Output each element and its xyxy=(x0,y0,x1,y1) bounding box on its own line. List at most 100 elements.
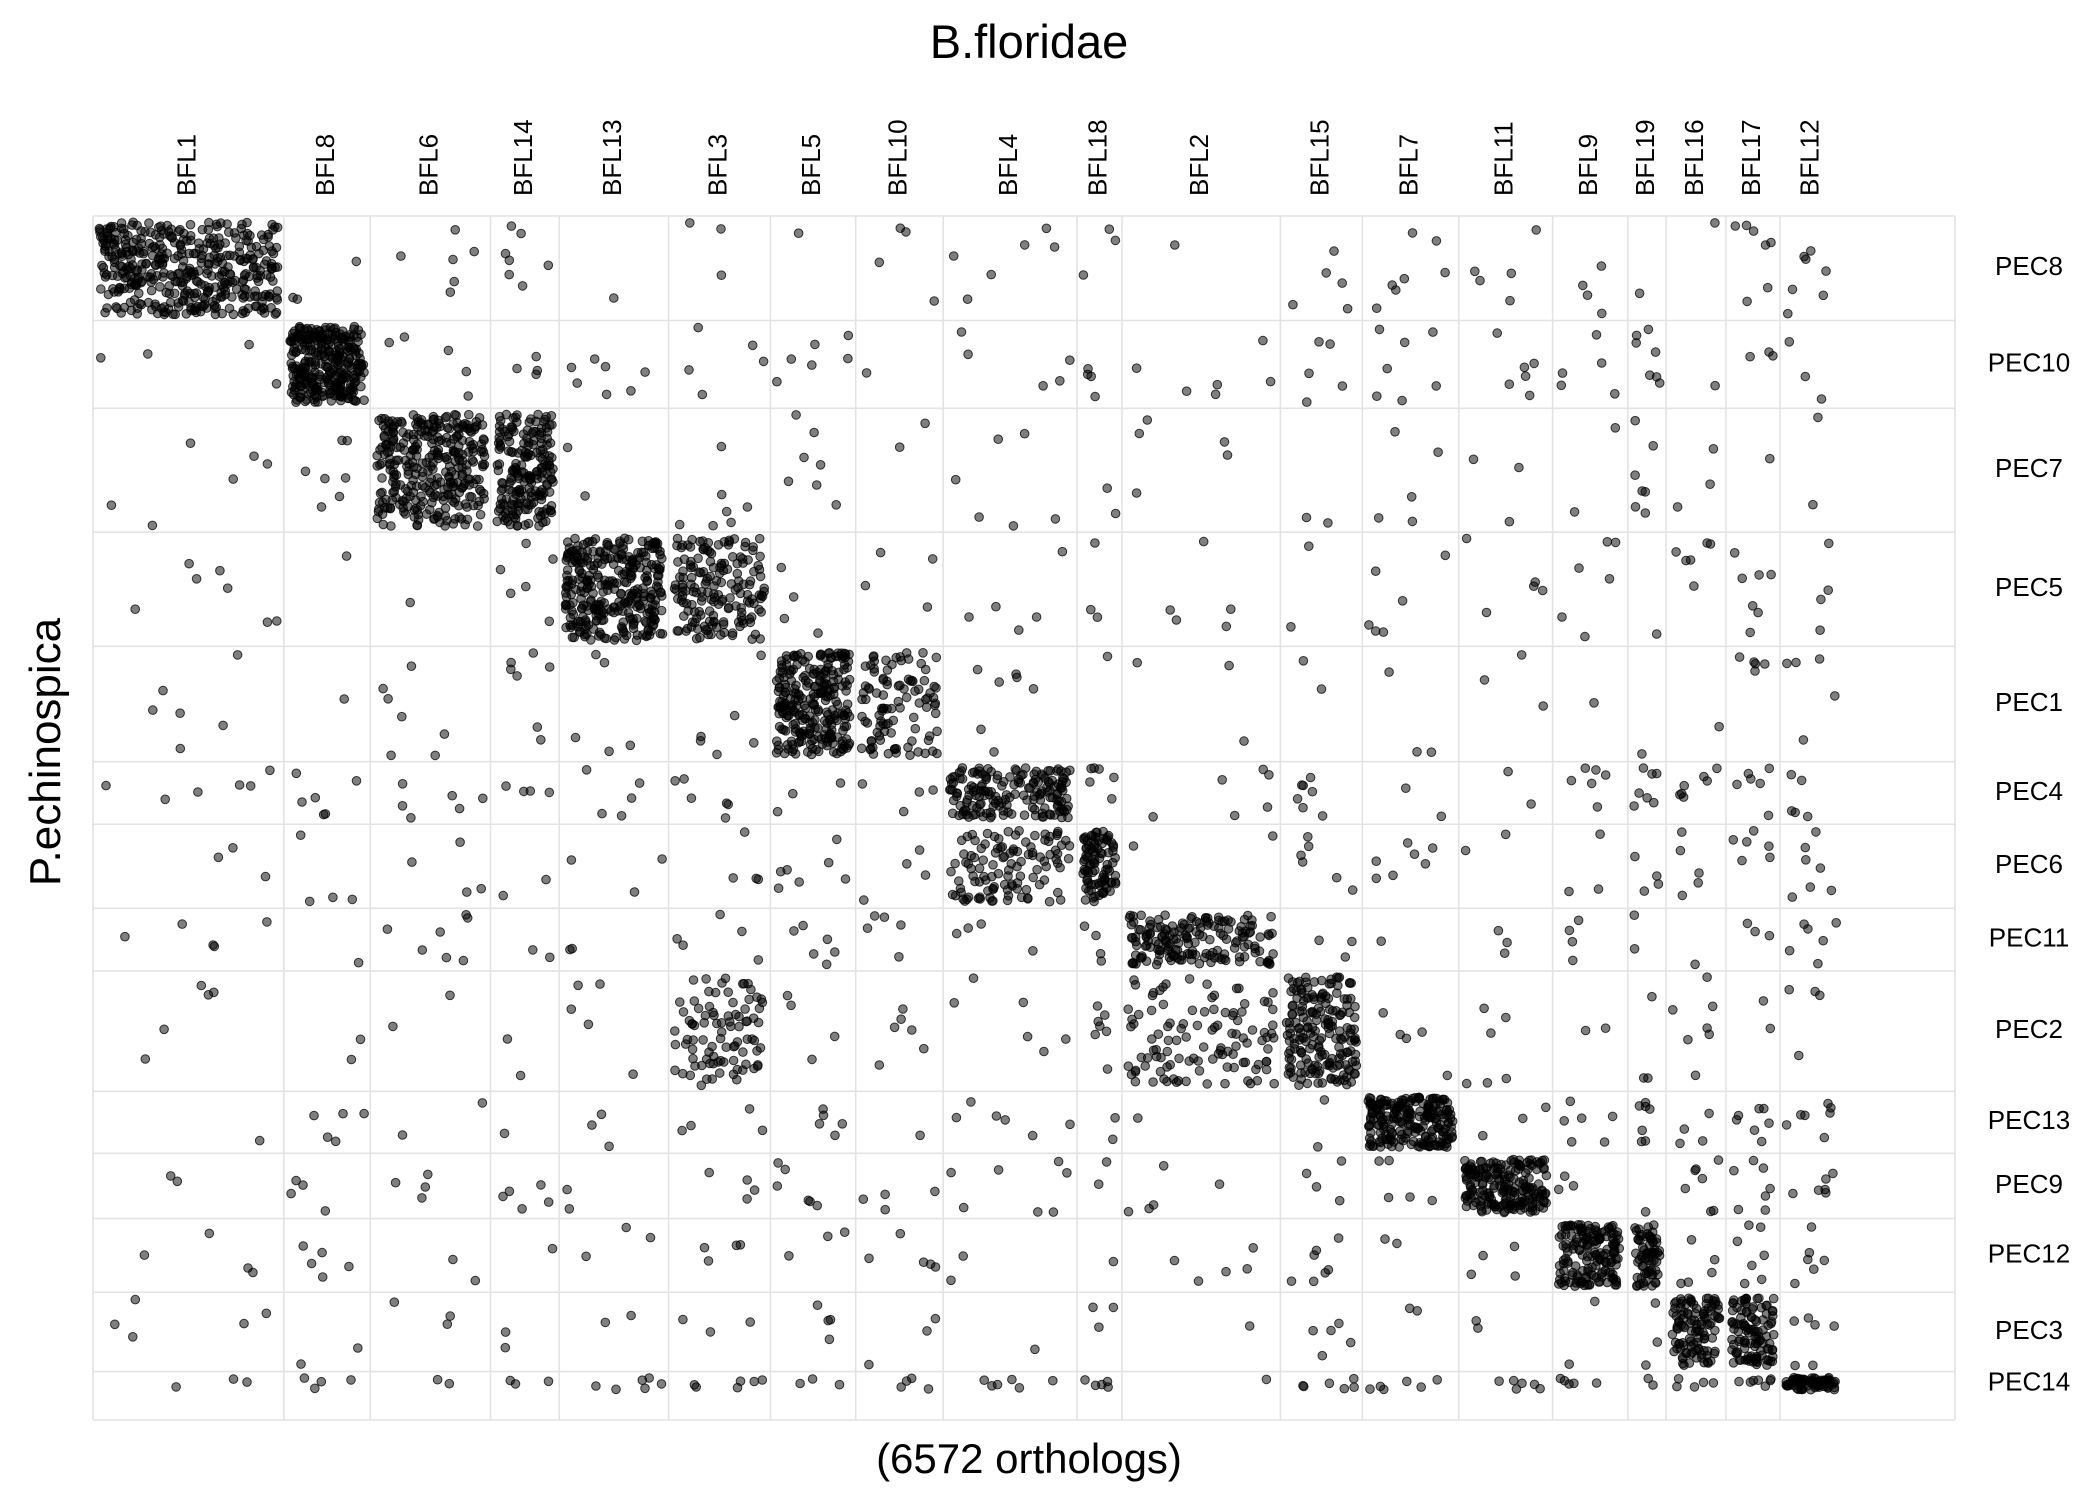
point-pec14-bfl4 xyxy=(1007,1374,1017,1385)
point-pec12-bfl9 xyxy=(1613,1234,1624,1244)
point-pec1-bfl5 xyxy=(824,730,835,740)
point-pec1-bfl10 xyxy=(895,652,906,662)
point-pec8-bfl1 xyxy=(129,279,140,290)
point-pec8-bfl7 xyxy=(1371,303,1382,314)
point-pec1-bfl19 xyxy=(1637,749,1647,759)
point-pec9-bfl18 xyxy=(1101,1157,1112,1167)
point-pec8-bfl3 xyxy=(685,218,695,228)
point-pec7-bfl14 xyxy=(497,478,507,488)
point-pec9-bfl11 xyxy=(1482,1188,1493,1198)
point-pec14-bfl7 xyxy=(1416,1382,1426,1392)
point-pec10-bfl12 xyxy=(1784,337,1795,347)
point-pec2-bfl3 xyxy=(716,1018,727,1028)
point-pec6-bfl3 xyxy=(739,827,750,837)
point-pec11-bfl2 xyxy=(1126,919,1137,930)
point-pec5-bfl9 xyxy=(1604,574,1615,584)
point-pec6-bfl17 xyxy=(1764,841,1774,852)
point-pec14-bfl16 xyxy=(1689,1382,1700,1392)
point-pec5-bfl4 xyxy=(991,601,1001,612)
point-pec1-bfl10 xyxy=(932,748,942,759)
point-pec5-bfl13 xyxy=(561,555,572,566)
point-pec1-bfl2 xyxy=(1132,657,1142,668)
point-pec5-bfl11 xyxy=(1461,533,1472,544)
point-pec2-bfl17 xyxy=(1758,996,1769,1006)
point-pec7-bfl15 xyxy=(1301,512,1312,523)
point-pec3-bfl16 xyxy=(1710,1346,1720,1357)
point-pec5-bfl2 xyxy=(1165,605,1175,615)
point-pec5-bfl13 xyxy=(562,583,572,593)
point-pec9-bfl16 xyxy=(1713,1155,1724,1165)
point-pec11-bfl4 xyxy=(963,923,974,933)
point-pec5-bfl3 xyxy=(723,540,734,550)
point-pec1-bfl13 xyxy=(591,649,601,660)
point-pec10-bfl8 xyxy=(338,351,348,361)
point-pec1-bfl10 xyxy=(891,748,902,758)
point-pec11-bfl2 xyxy=(1164,952,1175,963)
point-pec6-bfl16 xyxy=(1693,878,1703,888)
point-pec10-bfl5 xyxy=(843,330,854,341)
point-pec2-bfl3 xyxy=(728,1069,739,1080)
point-pec1-bfl17 xyxy=(1734,652,1745,662)
point-pec4-bfl18 xyxy=(1109,772,1119,783)
point-pec10-bfl11 xyxy=(1520,371,1531,382)
point-pec2-bfl3 xyxy=(740,1004,750,1014)
point-pec1-bfl1 xyxy=(175,708,185,719)
point-pec2-bfl2 xyxy=(1198,1042,1209,1052)
point-pec11-bfl5 xyxy=(808,949,819,959)
point-pec5-bfl3 xyxy=(748,542,759,552)
point-pec10-bfl8 xyxy=(314,326,325,336)
point-pec5-bfl4 xyxy=(964,612,974,622)
point-pec7-bfl4 xyxy=(1008,521,1019,531)
point-pec5-bfl8 xyxy=(341,551,352,561)
point-pec8-bfl1 xyxy=(204,286,214,296)
point-pec2-bfl2 xyxy=(1268,1004,1278,1015)
point-pec12-bfl2 xyxy=(1248,1243,1258,1253)
point-pec11-bfl2 xyxy=(1239,942,1250,952)
point-pec4-bfl4 xyxy=(1053,800,1063,810)
point-pec9-bfl11 xyxy=(1462,1191,1472,1202)
point-pec10-bfl8 xyxy=(331,382,341,393)
point-pec1-bfl6 xyxy=(439,729,450,739)
point-pec4-bfl4 xyxy=(963,784,974,795)
point-pec12-bfl17 xyxy=(1744,1220,1754,1230)
point-pec6-bfl5 xyxy=(823,857,834,868)
point-pec14-bfl10 xyxy=(923,1384,934,1394)
point-pec11-bfl16 xyxy=(1690,959,1700,970)
point-pec8-bfl4 xyxy=(986,269,997,280)
point-pec7-bfl6 xyxy=(457,483,467,493)
point-pec6-bfl11 xyxy=(1500,829,1511,840)
point-pec10-bfl7 xyxy=(1397,395,1407,406)
point-pec11-bfl2 xyxy=(1182,931,1192,942)
point-pec5-bfl3 xyxy=(725,593,735,603)
point-pec1-bfl14 xyxy=(512,671,522,681)
point-pec4-bfl2 xyxy=(1264,770,1274,780)
point-pec8-bfl1 xyxy=(268,225,278,235)
point-pec4-bfl1 xyxy=(245,781,256,791)
point-pec8-bfl1 xyxy=(248,262,259,272)
point-pec5-bfl3 xyxy=(745,617,756,628)
point-pec4-bfl4 xyxy=(1061,793,1072,804)
point-pec4-bfl4 xyxy=(1030,810,1041,821)
point-pec2-bfl3 xyxy=(685,1070,696,1081)
point-pec2-bfl3 xyxy=(678,1007,689,1017)
point-pec7-bfl3 xyxy=(742,502,753,512)
point-pec14-bfl13 xyxy=(640,1383,650,1394)
point-pec7-bfl4 xyxy=(974,512,984,522)
point-pec2-bfl10 xyxy=(919,1043,929,1054)
point-pec1-bfl5 xyxy=(822,707,832,718)
point-pec1-bfl13 xyxy=(625,740,636,751)
point-pec9-bfl13 xyxy=(564,1204,575,1214)
point-pec14-bfl4 xyxy=(1014,1383,1025,1393)
point-pec1-bfl5 xyxy=(820,666,831,677)
point-pec7-bfl7 xyxy=(1390,427,1400,437)
point-pec1-bfl15 xyxy=(1298,656,1309,666)
point-pec7-bfl6 xyxy=(442,489,453,500)
point-pec7-bfl14 xyxy=(501,409,512,420)
point-pec3-bfl17 xyxy=(1766,1318,1776,1329)
point-pec6-bfl4 xyxy=(967,829,978,840)
point-pec13-bfl13 xyxy=(587,1120,597,1130)
point-pec4-bfl3 xyxy=(720,813,731,823)
point-pec12-bfl19 xyxy=(1654,1246,1665,1256)
point-pec4-bfl10 xyxy=(898,806,909,817)
point-pec4-bfl15 xyxy=(1297,780,1307,790)
